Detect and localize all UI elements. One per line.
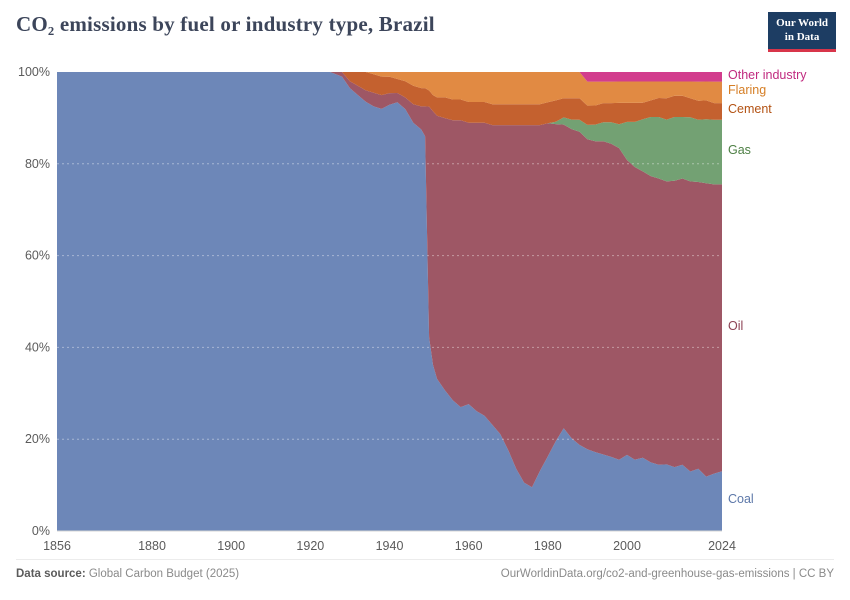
area-oil[interactable] (57, 72, 722, 488)
x-tick-label: 1856 (43, 539, 71, 553)
y-tick-label: 20% (25, 432, 50, 446)
y-tick-label: 40% (25, 340, 50, 354)
area-flaring[interactable] (57, 72, 722, 106)
area-gas[interactable] (57, 72, 722, 185)
x-tick-label: 1980 (534, 539, 562, 553)
page-title: CO₂ emissions by fuel or industry type, … (16, 12, 435, 36)
x-tick-label: 1960 (455, 539, 483, 553)
x-tick-label: 1880 (138, 539, 166, 553)
series-label-oil[interactable]: Oil (728, 318, 744, 333)
y-tick-label: 100% (18, 65, 50, 79)
data-source: Data source: Global Carbon Budget (2025) (16, 568, 239, 580)
x-tick-label: 1900 (217, 539, 245, 553)
owid-logo[interactable]: Our World in Data (768, 12, 836, 52)
area-cement[interactable] (57, 72, 722, 126)
x-tick-label: 2024 (708, 539, 736, 553)
owid-logo-line2: in Data (784, 30, 820, 43)
data-source-label: Data source: (16, 568, 86, 580)
chart-footer: Data source: Global Carbon Budget (2025)… (16, 559, 834, 580)
area-other-industry[interactable] (57, 72, 722, 82)
x-tick-label: 1920 (296, 539, 324, 553)
series-label-other-industry[interactable]: Other industry (728, 67, 807, 82)
series-label-coal[interactable]: Coal (728, 492, 754, 507)
x-tick-label: 2000 (613, 539, 641, 553)
series-label-gas[interactable]: Gas (728, 143, 751, 158)
series-label-cement[interactable]: Cement (728, 102, 772, 117)
y-tick-label: 80% (25, 157, 50, 171)
y-tick-label: 60% (25, 249, 50, 263)
footer-link[interactable]: OurWorldinData.org/co2-and-greenhouse-ga… (500, 568, 834, 580)
x-tick-label: 1940 (376, 539, 404, 553)
owid-logo-line1: Our World (776, 17, 828, 29)
series-label-flaring[interactable]: Flaring (728, 83, 767, 98)
area-coal[interactable] (57, 72, 722, 531)
y-tick-label: 0% (32, 524, 50, 538)
data-source-value: Global Carbon Budget (2025) (85, 568, 240, 580)
chart-header: CO₂ emissions by fuel or industry type, … (16, 12, 836, 52)
